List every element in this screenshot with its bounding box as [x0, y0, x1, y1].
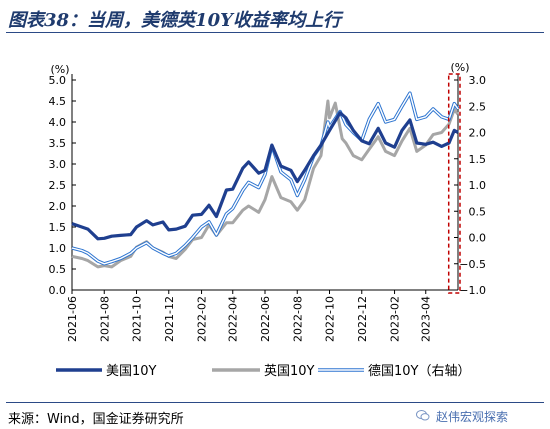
- left-tick-label: 4.5: [49, 95, 67, 108]
- right-tick-label: 2.5: [469, 100, 487, 113]
- left-tick-label: 1.0: [49, 242, 67, 255]
- legend-uk-10y-label: 英国10Y: [264, 364, 315, 379]
- chart-title: 图表38：当周，美德英10Y收益率均上行: [8, 10, 341, 31]
- chart-svg: (%) 0.0 0.5 1.0 1.5 2.0 2.5 3.0 3.5 4.0 4.5 5.0 (%)…: [49, 61, 487, 379]
- right-tick-label: 0.5: [469, 205, 487, 218]
- left-tick-label: 2.5: [49, 179, 67, 192]
- right-tick-label: 1.5: [469, 153, 487, 166]
- series-line-us-10y: [71, 111, 459, 241]
- left-tick-label: 4.0: [49, 116, 67, 129]
- x-tick-label: 2021-08: [98, 296, 111, 342]
- left-tick-label: 0.0: [49, 284, 67, 297]
- x-tick-label: 2022-04: [227, 296, 240, 342]
- watermark-text: 赵伟宏观探索: [436, 410, 509, 424]
- chart-series: [71, 91, 460, 269]
- x-tick-label: 2023-04: [420, 296, 433, 342]
- title-divider: [6, 32, 544, 33]
- left-axis-unit: (%): [50, 63, 69, 76]
- x-tick-label: 2022-10: [324, 296, 337, 342]
- left-axis-ticks: (%) 0.0 0.5 1.0 1.5 2.0 2.5 3.0 3.5 4.0 4.5 5.0: [49, 63, 76, 297]
- left-tick-label: 0.5: [49, 263, 67, 276]
- right-axis-ticks: (%) −1.0 −0.5 0.0 0.5 1.0 1.5 2.0 2.5 3.0: [450, 61, 486, 297]
- x-tick-label: 2021-10: [131, 296, 144, 342]
- x-tick-label: 2022-06: [259, 296, 272, 342]
- right-axis-unit: (%): [450, 61, 469, 74]
- highlight-box: [447, 73, 461, 294]
- right-tick-label: 0.0: [469, 232, 487, 245]
- left-tick-label: 1.5: [49, 221, 67, 234]
- x-tick-label: 2022-08: [291, 296, 304, 342]
- x-tick-label: 2022-12: [356, 296, 369, 342]
- left-tick-label: 3.0: [49, 158, 67, 171]
- series-line-de-10y: [71, 91, 460, 266]
- x-tick-label: 2021-06: [66, 296, 79, 342]
- right-tick-label: 1.0: [469, 179, 487, 192]
- footer-divider: [6, 402, 544, 403]
- left-tick-label: 3.5: [49, 137, 67, 150]
- right-tick-label: −1.0: [459, 284, 486, 297]
- x-tick-label: 2023-02: [389, 296, 402, 342]
- x-tick-label: 2022-02: [196, 296, 209, 342]
- left-tick-label: 5.0: [49, 74, 67, 87]
- chart-legend: 美国10Y 英国10Y 德国10Y（右轴）: [56, 364, 470, 379]
- right-tick-label: 2.0: [469, 127, 487, 140]
- legend-us-10y-label: 美国10Y: [106, 364, 157, 379]
- x-axis-ticks: 2021-06 2021-08 2021-10 2021-12 2022-02 2022-…: [66, 290, 433, 342]
- legend-de-10y-label: 德国10Y（右轴）: [368, 364, 470, 379]
- right-tick-label: 3.0: [469, 74, 487, 87]
- wechat-icon: [416, 410, 430, 421]
- right-tick-label: −0.5: [459, 258, 486, 271]
- x-tick-label: 2021-12: [163, 296, 176, 342]
- series-line-de-10y-inner: [71, 92, 459, 265]
- left-tick-label: 2.0: [49, 200, 67, 213]
- series-line-uk-10y: [71, 99, 460, 269]
- highlight-rect: [447, 73, 461, 294]
- source-note: 来源：Wind，国金证券研究所: [8, 412, 184, 427]
